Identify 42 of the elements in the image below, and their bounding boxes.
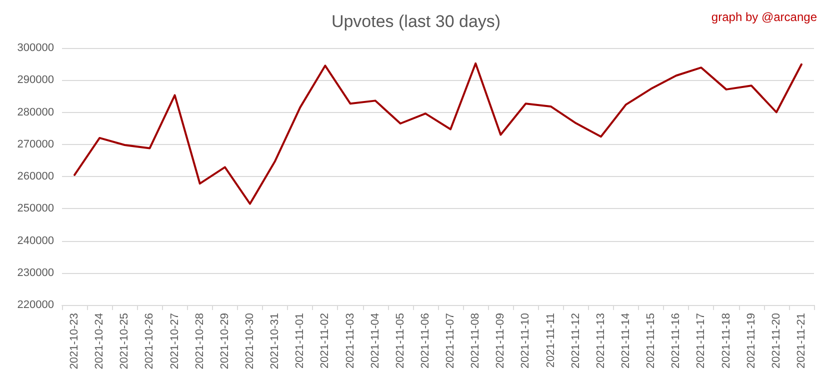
x-tick-label: 2021-11-05 [394, 313, 406, 368]
line-series [74, 62, 802, 205]
x-tick-label: 2021-10-30 [244, 313, 256, 370]
x-tick-label: 2021-11-06 [419, 313, 432, 368]
x-tick-label: 2021-11-04 [369, 313, 382, 368]
y-tick-label: 300000 [17, 42, 54, 54]
x-tick-label: 2021-11-09 [494, 313, 507, 368]
x-tick-label: 2021-10-28 [194, 313, 206, 370]
x-tick-label: 2021-11-17 [695, 313, 708, 368]
y-tick-label: 230000 [17, 266, 54, 279]
x-tick-label: 2021-11-03 [344, 313, 356, 368]
x-tick-label: 2021-11-11 [544, 313, 557, 368]
x-tick-label: 2021-11-21 [795, 313, 808, 368]
x-tick-label: 2021-11-19 [745, 313, 758, 368]
x-tick-label: 2021-10-25 [118, 313, 131, 370]
x-tick-label: 2021-10-23 [68, 313, 81, 370]
chart-title: Upvotes (last 30 days) [331, 12, 501, 31]
x-tick-label: 2021-10-24 [94, 313, 106, 370]
x-tick-label: 2021-10-29 [218, 313, 231, 370]
y-tick-label: 220000 [17, 299, 54, 311]
x-tick-label: 2021-11-15 [645, 313, 658, 368]
y-tick-label: 270000 [17, 138, 54, 150]
y-tick-label: 280000 [17, 106, 54, 118]
text: graph by @arcange [711, 10, 818, 24]
x-tick-label: 2021-10-27 [168, 313, 181, 370]
x-tick-label: 2021-11-13 [594, 313, 607, 368]
x-tick-label: 2021-11-18 [720, 313, 732, 368]
x-tick-label: 2021-11-20 [770, 313, 782, 368]
x-tick-label: 2021-10-26 [144, 313, 156, 370]
x-tick-label: 2021-11-16 [670, 313, 682, 368]
x-tick-label: 2021-11-14 [620, 313, 632, 368]
x-tick-label: 2021-11-07 [444, 313, 457, 368]
x-tick-label: 2021-11-02 [319, 313, 332, 368]
x-tick-label: 2021-10-31 [269, 313, 282, 370]
y-tick-label: 250000 [17, 202, 54, 215]
x-tick-label: 2021-11-12 [570, 313, 582, 368]
y-tick-label: 260000 [17, 170, 54, 182]
x-tick-label: 2021-11-08 [470, 313, 482, 368]
y-tick-label: 290000 [17, 74, 54, 86]
x-tick-label: 2021-11-10 [520, 313, 532, 368]
y-tick-label: 240000 [17, 234, 54, 247]
x-tick-label: 2021-11-01 [294, 313, 306, 368]
